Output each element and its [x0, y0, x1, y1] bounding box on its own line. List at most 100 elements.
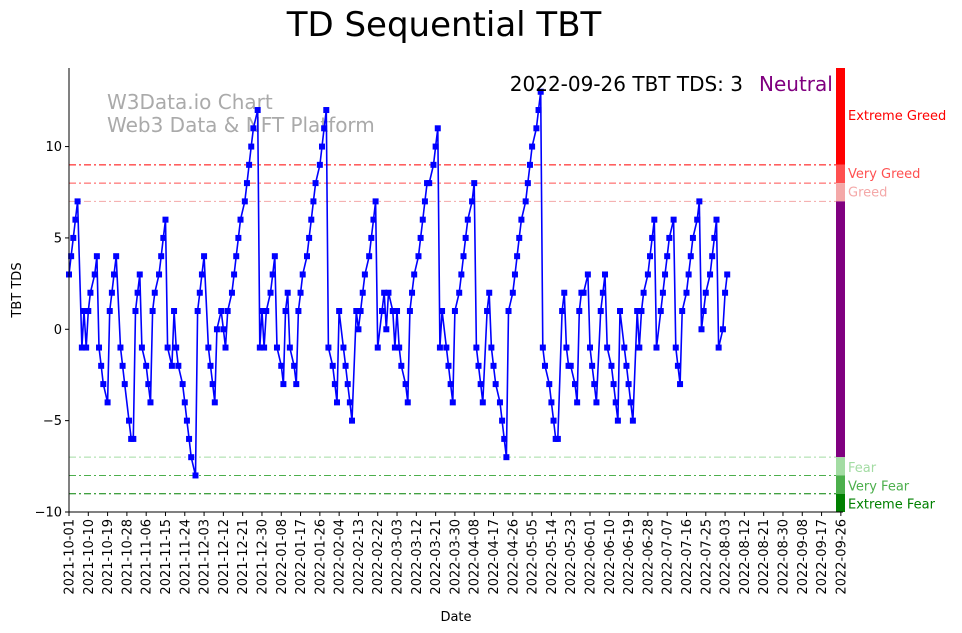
data-point — [702, 289, 709, 296]
data-point — [222, 344, 229, 351]
data-point — [201, 253, 208, 260]
data-point — [246, 161, 253, 168]
data-point — [501, 435, 508, 442]
axes — [68, 68, 843, 513]
data-point — [374, 344, 381, 351]
data-point — [267, 289, 274, 296]
data-point — [381, 289, 388, 296]
data-point — [406, 308, 413, 315]
data-point — [119, 362, 126, 369]
data-point — [415, 253, 422, 260]
data-point — [479, 399, 486, 406]
data-point — [503, 454, 510, 461]
data-point — [256, 344, 263, 351]
data-point — [554, 435, 561, 442]
data-point — [597, 308, 604, 315]
data-point — [724, 271, 731, 278]
data-point — [593, 399, 600, 406]
data-point — [625, 381, 632, 388]
x-tick-label: 2022-04-26 — [506, 519, 521, 595]
data-point — [160, 234, 167, 241]
data-point — [636, 344, 643, 351]
data-point — [136, 271, 143, 278]
data-point — [306, 234, 313, 241]
annotation-text: 2022-09-26 TBT TDS: 3 — [510, 72, 743, 96]
data-point — [323, 107, 330, 114]
data-point — [447, 381, 454, 388]
zone-segment — [836, 457, 845, 476]
data-point — [164, 344, 171, 351]
data-point — [589, 362, 596, 369]
data-point — [434, 125, 441, 132]
data-point — [436, 344, 443, 351]
data-point — [334, 399, 341, 406]
data-point — [649, 234, 656, 241]
data-point — [471, 180, 478, 187]
data-point — [580, 289, 587, 296]
data-point — [685, 271, 692, 278]
x-tick-label: 2022-02-04 — [333, 519, 348, 595]
x-tick-label: 2021-11-06 — [140, 519, 155, 595]
x-tick-label: 2022-06-28 — [641, 519, 656, 595]
data-point — [677, 381, 684, 388]
data-point — [196, 289, 203, 296]
data-point — [591, 381, 598, 388]
x-tick-label: 2022-05-05 — [526, 519, 541, 595]
zone-segment — [836, 183, 845, 202]
chart-title: TD Sequential TBT — [286, 5, 602, 45]
data-point — [391, 344, 398, 351]
data-point — [679, 308, 686, 315]
data-point — [711, 234, 718, 241]
data-point — [621, 344, 628, 351]
data-point — [664, 253, 671, 260]
data-point — [310, 198, 317, 205]
x-tick-label: 2022-08-12 — [738, 519, 753, 595]
data-point — [241, 198, 248, 205]
data-point — [398, 362, 405, 369]
data-point — [610, 381, 617, 388]
data-point — [366, 253, 373, 260]
data-point — [584, 271, 591, 278]
data-point — [117, 344, 124, 351]
x-tick-label: 2021-10-28 — [120, 519, 135, 595]
data-point — [411, 271, 418, 278]
data-point — [271, 253, 278, 260]
data-point — [145, 381, 152, 388]
data-point — [359, 289, 366, 296]
data-point — [458, 271, 465, 278]
y-axis-label: TBT TDS — [10, 262, 25, 318]
data-point — [719, 326, 726, 333]
data-point — [689, 234, 696, 241]
data-point — [280, 381, 287, 388]
data-point — [368, 234, 375, 241]
data-point — [653, 344, 660, 351]
data-point — [171, 308, 178, 315]
data-point — [563, 344, 570, 351]
data-point — [567, 362, 574, 369]
data-point — [269, 271, 276, 278]
y-tick-label: 0 — [54, 323, 62, 338]
data-point — [614, 417, 621, 424]
data-point — [318, 143, 325, 150]
data-point — [254, 107, 261, 114]
data-point — [657, 308, 664, 315]
data-point — [106, 308, 113, 315]
x-tick-label: 2021-12-30 — [256, 519, 271, 595]
data-point — [100, 381, 107, 388]
data-point — [707, 271, 714, 278]
zone-label-extreme-greed: Extreme Greed — [848, 109, 946, 124]
data-point — [462, 234, 469, 241]
data-point — [293, 381, 300, 388]
x-tick-label: 2021-10-19 — [101, 519, 116, 595]
data-point — [561, 289, 568, 296]
threshold-label: Greed — [848, 185, 887, 200]
data-point — [188, 454, 195, 461]
data-point — [81, 308, 88, 315]
data-point — [559, 308, 566, 315]
data-point — [158, 253, 165, 260]
data-point — [231, 271, 238, 278]
data-point — [518, 216, 525, 223]
data-point — [126, 417, 133, 424]
data-point — [612, 399, 619, 406]
